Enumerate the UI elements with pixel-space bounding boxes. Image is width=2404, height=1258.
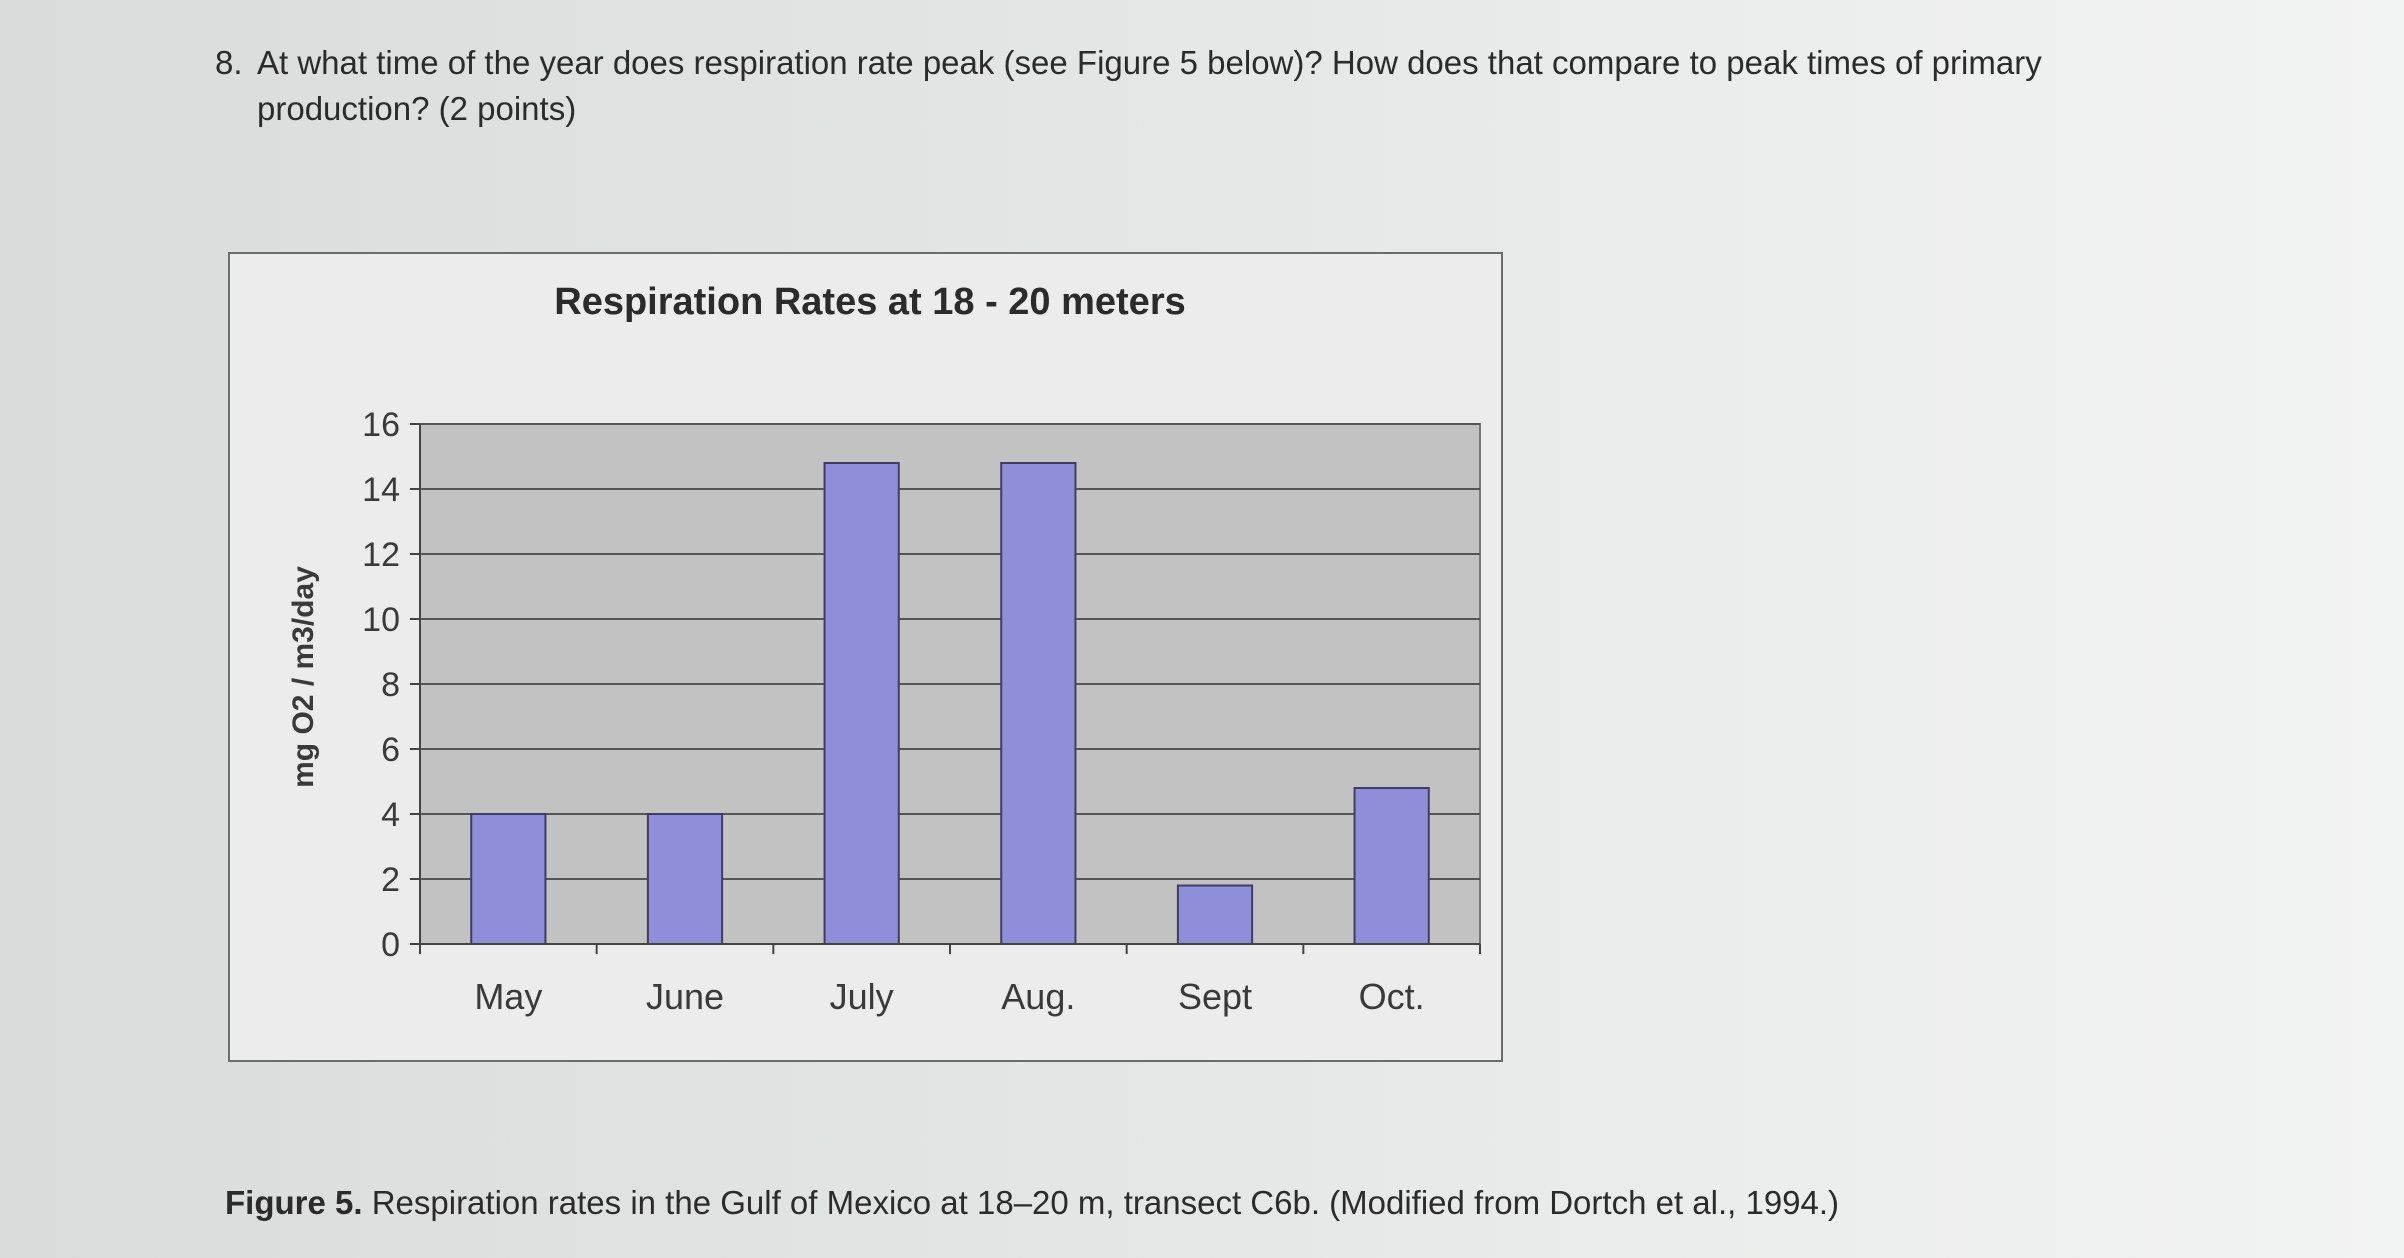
bar-june [646, 813, 724, 945]
bar-sept [1176, 884, 1254, 945]
bars [470, 462, 1430, 945]
x-tick-label: Sept [1178, 976, 1252, 1017]
y-tick-label: 8 [381, 666, 400, 704]
question-text: At what time of the year does respiratio… [257, 44, 2042, 127]
x-tick-label: June [646, 976, 724, 1017]
chart-title: Respiration Rates at 18 - 20 meters [554, 281, 1186, 323]
question-8: 8. At what time of the year does respira… [215, 40, 2215, 132]
x-tick-label: July [830, 976, 894, 1017]
axes: 0 2 4 6 8 10 12 14 16 May June July Aug. Sept Oct. [362, 406, 1481, 1017]
question-number: 8. [215, 44, 243, 81]
bar-aug [1000, 462, 1077, 945]
y-tick-label: 16 [362, 406, 400, 444]
x-tick-label: May [474, 976, 542, 1017]
respiration-chart: Respiration Rates at 18 - 20 meters mg O… [228, 252, 1503, 1062]
figure-label: Figure 5. [225, 1184, 363, 1221]
y-tick-label: 0 [381, 926, 400, 964]
x-tick-label: Oct. [1359, 976, 1425, 1017]
y-axis-label: mg O2 / m3/day [287, 566, 320, 788]
bar-may [470, 813, 547, 945]
figure-caption: Figure 5. Respiration rates in the Gulf … [225, 1180, 2125, 1226]
figure-caption-text: Respiration rates in the Gulf of Mexico … [371, 1184, 1840, 1221]
y-tick-label: 10 [362, 601, 400, 639]
bar-oct [1353, 787, 1430, 945]
y-tick-label: 2 [381, 861, 400, 899]
chart-svg: Respiration Rates at 18 - 20 meters mg O… [287, 281, 1481, 1017]
gridlines [420, 423, 1480, 880]
y-tick-label: 14 [362, 471, 400, 509]
bar-july [823, 462, 900, 945]
y-tick-label: 12 [362, 536, 400, 574]
x-tick-label: Aug. [1001, 976, 1075, 1017]
y-tick-label: 4 [381, 796, 400, 834]
y-tick-label: 6 [381, 731, 400, 769]
